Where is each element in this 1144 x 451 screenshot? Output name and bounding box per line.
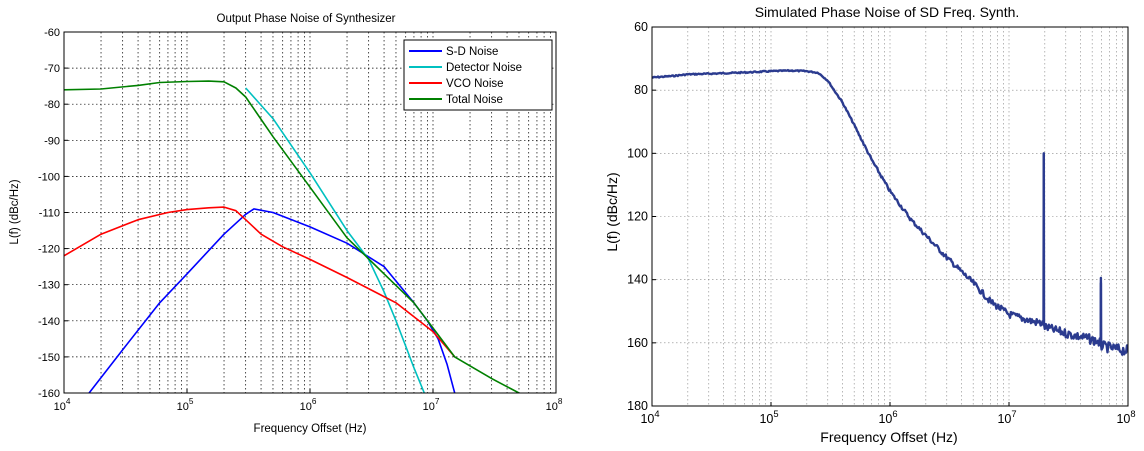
x-tick-label: 105 xyxy=(759,409,778,426)
x-tick-label: 108 xyxy=(546,397,563,413)
y-tick-label: 80 xyxy=(634,83,648,97)
y-tick-label: -90 xyxy=(44,135,60,147)
chart0-xlabel: Frequency Offset (Hz) xyxy=(254,423,367,435)
chart0-series xyxy=(64,80,520,393)
chart1-series xyxy=(652,68,1128,356)
x-tick-label: 105 xyxy=(177,397,194,413)
x-tick-label: 106 xyxy=(878,409,897,426)
chart0-plot-frame xyxy=(63,31,557,394)
chart0-legend: S-D Noise Detector Noise VCO Noise Total No… xyxy=(403,39,553,111)
y-tick-label: 160 xyxy=(627,336,648,350)
x-tick-label: 107 xyxy=(997,409,1016,426)
y-tick-label: 120 xyxy=(627,210,648,224)
y-tick-label: -130 xyxy=(38,280,60,292)
chart-output-phase-noise: Output Phase Noise of Synthesizer Freque… xyxy=(9,13,563,435)
y-tick-label: 60 xyxy=(634,20,648,34)
y-tick-label: -120 xyxy=(38,244,60,256)
chart1-plot-frame xyxy=(651,26,1129,407)
chart0-ticks: -60 -70 -80 -90 -100 -110 -120 -130 -140 -150 -160… xyxy=(38,27,563,413)
y-tick-label: -110 xyxy=(39,208,60,220)
y-tick-label: -150 xyxy=(38,352,60,364)
chart0-title: Output Phase Noise of Synthesizer xyxy=(217,13,396,25)
chart1-ylabel: L(f) (dBc/Hz) xyxy=(604,172,620,251)
series-line-vco-noise xyxy=(64,206,456,358)
y-tick-label: -60 xyxy=(44,27,60,39)
y-tick-label: 180 xyxy=(627,399,648,413)
y-tick-label: -160 xyxy=(38,388,60,400)
chart0-ylabel: L(f) (dBc/Hz) xyxy=(9,179,21,244)
series-line-total-noise xyxy=(64,80,520,393)
y-tick-label: -70 xyxy=(44,63,60,75)
y-tick-label: 100 xyxy=(627,146,648,160)
legend-label: VCO Noise xyxy=(446,78,504,90)
legend-label: S-D Noise xyxy=(446,46,498,58)
x-tick-label: 104 xyxy=(640,409,659,426)
y-tick-label: -100 xyxy=(38,171,60,183)
series-line-s-d-noise xyxy=(88,208,456,393)
legend-label: Detector Noise xyxy=(446,62,522,74)
x-tick-label: 106 xyxy=(300,397,317,413)
series-line-detector-noise xyxy=(245,87,426,393)
chart1-grid xyxy=(652,27,1128,406)
chart-simulated-phase-noise: Simulated Phase Noise of SD Freq. Synth.… xyxy=(604,4,1136,445)
x-tick-label: 104 xyxy=(54,397,71,413)
x-tick-label: 108 xyxy=(1116,409,1135,426)
y-tick-label: -80 xyxy=(44,99,60,111)
y-tick-label: -140 xyxy=(38,316,60,328)
chart1-title: Simulated Phase Noise of SD Freq. Synth. xyxy=(755,4,1020,20)
series-line-trace-0 xyxy=(652,68,1128,356)
x-tick-label: 107 xyxy=(423,397,440,413)
y-tick-label: 140 xyxy=(627,273,648,287)
chart1-xlabel: Frequency Offset (Hz) xyxy=(820,429,957,445)
legend-label: Total Noise xyxy=(446,94,503,106)
